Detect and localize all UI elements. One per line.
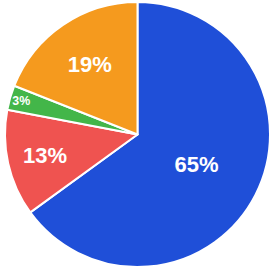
svg-text:3%: 3% — [12, 94, 30, 108]
svg-text:65%: 65% — [175, 152, 219, 177]
svg-text:19%: 19% — [68, 52, 112, 77]
svg-text:13%: 13% — [23, 143, 67, 168]
